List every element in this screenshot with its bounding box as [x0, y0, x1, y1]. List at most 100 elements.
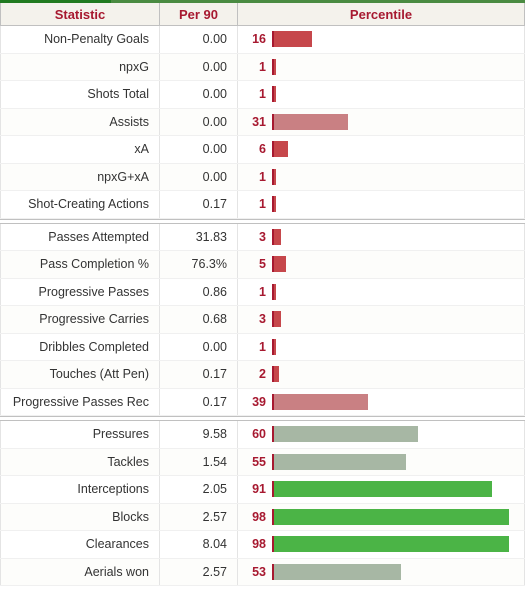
stat-name[interactable]: Dribbles Completed [0, 334, 160, 361]
table-row: Tackles1.5455 [0, 449, 525, 477]
per90-value: 0.17 [160, 191, 238, 218]
bar-fill [274, 509, 509, 525]
bar-fill [274, 426, 418, 442]
bar-fill [274, 86, 276, 102]
percentile-value: 60 [238, 421, 272, 448]
percentile-value: 1 [238, 279, 272, 306]
stat-name[interactable]: Interceptions [0, 476, 160, 503]
percentile-bar-cell [272, 334, 525, 361]
per90-value: 0.68 [160, 306, 238, 333]
stats-table: Statistic Per 90 Percentile Non-Penalty … [0, 0, 525, 586]
percentile-value: 3 [238, 306, 272, 333]
bar-track [272, 564, 514, 580]
per90-value: 0.00 [160, 164, 238, 191]
per90-value: 9.58 [160, 421, 238, 448]
stat-name[interactable]: Blocks [0, 504, 160, 531]
bar-fill [274, 114, 348, 130]
bar-track [272, 284, 514, 300]
per90-value: 2.05 [160, 476, 238, 503]
percentile-value: 53 [238, 559, 272, 586]
stat-name[interactable]: Progressive Carries [0, 306, 160, 333]
bar-fill [274, 366, 279, 382]
table-row: Dribbles Completed0.001 [0, 334, 525, 362]
stat-name[interactable]: Aerials won [0, 559, 160, 586]
bar-track [272, 31, 514, 47]
stat-name[interactable]: xA [0, 136, 160, 163]
percentile-bar-cell [272, 279, 525, 306]
bar-track [272, 59, 514, 75]
percentile-value: 1 [238, 164, 272, 191]
bar-fill [274, 196, 276, 212]
bar-track [272, 196, 514, 212]
percentile-value: 6 [238, 136, 272, 163]
bar-fill [274, 339, 276, 355]
table-row: Progressive Carries0.683 [0, 306, 525, 334]
bar-fill [274, 564, 401, 580]
table-row: Aerials won2.5753 [0, 559, 525, 587]
percentile-bar-cell [272, 191, 525, 218]
bar-fill [274, 59, 276, 75]
header-percentile[interactable]: Percentile [238, 3, 525, 26]
stat-name[interactable]: Non-Penalty Goals [0, 26, 160, 53]
table-row: Progressive Passes Rec0.1739 [0, 389, 525, 417]
bar-fill [274, 31, 312, 47]
per90-value: 0.00 [160, 109, 238, 136]
bar-track [272, 426, 514, 442]
stat-name[interactable]: Pass Completion % [0, 251, 160, 278]
bar-track [272, 229, 514, 245]
percentile-bar-cell [272, 224, 525, 251]
bar-track [272, 366, 514, 382]
percentile-bar-cell [272, 306, 525, 333]
per90-value: 0.17 [160, 389, 238, 416]
table-header: Statistic Per 90 Percentile [0, 0, 525, 26]
percentile-value: 1 [238, 334, 272, 361]
stat-name[interactable]: npxG [0, 54, 160, 81]
stat-name[interactable]: Shots Total [0, 81, 160, 108]
stat-name[interactable]: Progressive Passes Rec [0, 389, 160, 416]
percentile-bar-cell [272, 26, 525, 53]
percentile-bar-cell [272, 81, 525, 108]
per90-value: 0.00 [160, 26, 238, 53]
stat-name[interactable]: npxG+xA [0, 164, 160, 191]
bar-fill [274, 536, 509, 552]
bar-track [272, 394, 514, 410]
bar-fill [274, 284, 276, 300]
stat-name[interactable]: Touches (Att Pen) [0, 361, 160, 388]
table-body: Non-Penalty Goals0.0016npxG0.001Shots To… [0, 26, 525, 586]
bar-track [272, 256, 514, 272]
stat-name[interactable]: Passes Attempted [0, 224, 160, 251]
bar-fill [274, 311, 281, 327]
stat-name[interactable]: Clearances [0, 531, 160, 558]
percentile-bar-cell [272, 164, 525, 191]
table-row: Pressures9.5860 [0, 421, 525, 449]
stat-name[interactable]: Shot-Creating Actions [0, 191, 160, 218]
stat-name[interactable]: Pressures [0, 421, 160, 448]
percentile-bar-cell [272, 361, 525, 388]
bar-fill [274, 229, 281, 245]
stat-name[interactable]: Assists [0, 109, 160, 136]
header-statistic[interactable]: Statistic [0, 3, 160, 26]
bar-track [272, 509, 514, 525]
table-row: Non-Penalty Goals0.0016 [0, 26, 525, 54]
per90-value: 8.04 [160, 531, 238, 558]
percentile-bar-cell [272, 504, 525, 531]
per90-value: 2.57 [160, 504, 238, 531]
table-row: Shot-Creating Actions0.171 [0, 191, 525, 219]
stat-name[interactable]: Tackles [0, 449, 160, 476]
table-row: npxG0.001 [0, 54, 525, 82]
bar-fill [274, 141, 288, 157]
per90-value: 31.83 [160, 224, 238, 251]
bar-fill [274, 481, 492, 497]
percentile-bar-cell [272, 559, 525, 586]
table-row: Touches (Att Pen)0.172 [0, 361, 525, 389]
percentile-value: 1 [238, 81, 272, 108]
bar-fill [274, 256, 286, 272]
bar-track [272, 114, 514, 130]
stat-name[interactable]: Progressive Passes [0, 279, 160, 306]
percentile-bar-cell [272, 54, 525, 81]
bar-fill [274, 454, 406, 470]
per90-value: 0.00 [160, 136, 238, 163]
bar-fill [274, 394, 368, 410]
per90-value: 0.00 [160, 81, 238, 108]
header-per90[interactable]: Per 90 [160, 3, 238, 26]
